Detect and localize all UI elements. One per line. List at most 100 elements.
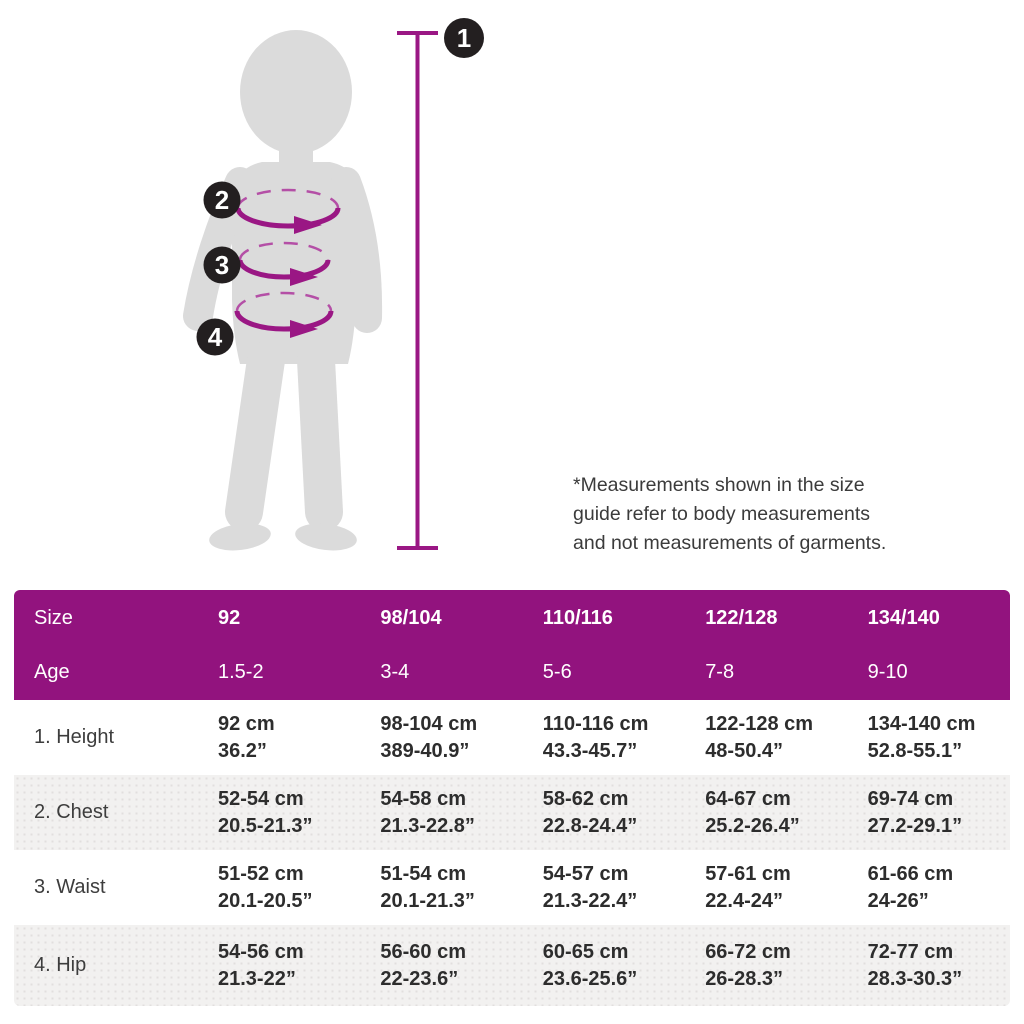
table-cell: 110-116 cm 43.3-45.7” — [523, 711, 685, 765]
table-row-height: 1. Height 92 cm 36.2” 98-104 cm 389-40.9… — [14, 700, 1010, 775]
svg-text:1: 1 — [457, 23, 471, 53]
size-value: 92 — [218, 606, 241, 629]
age-row-label: Age — [34, 660, 70, 683]
svg-text:3: 3 — [215, 250, 229, 280]
cm-value: 58-62 cm — [542, 787, 629, 810]
waist-measure-ellipse — [237, 241, 331, 286]
inch-value: 27.2-29.1” — [867, 814, 963, 837]
table-cell: 134-140 cm 52.8-55.1” — [848, 711, 1010, 765]
table-row-waist: 3. Waist 51-52 cm 20.1-20.5” 51-54 cm 20… — [14, 850, 1010, 925]
inch-value: 21.3-22” — [218, 967, 296, 990]
table-cell: 72-77 cm 28.3-30.3” — [848, 939, 1010, 993]
row-label: 4. Hip — [34, 954, 87, 976]
cm-value: 54-57 cm — [542, 862, 629, 885]
row-label: 1. Height — [34, 726, 115, 748]
cm-value: 98-104 cm — [380, 712, 478, 735]
height-measure-line — [397, 31, 438, 550]
table-cell: 64-67 cm 25.2-26.4” — [685, 786, 847, 840]
cm-value: 54-58 cm — [380, 787, 467, 810]
table-header: Size 92 98/104 110/116 122/128 134/140 A… — [14, 590, 1010, 700]
marker-badge-waist: 3 — [203, 246, 241, 284]
inch-value: 52.8-55.1” — [867, 739, 963, 762]
age-value: 5-6 — [542, 660, 572, 683]
waist-arrowhead-icon — [290, 268, 318, 286]
inch-value: 43.3-45.7” — [542, 739, 638, 762]
inch-value: 22.4-24” — [705, 889, 784, 912]
note-line: guide refer to body measurements — [573, 503, 870, 525]
cm-value: 54-56 cm — [218, 940, 304, 963]
table-cell: 60-65 cm 23.6-25.6” — [523, 939, 685, 993]
age-value: 7-8 — [705, 660, 735, 683]
inch-value: 28.3-30.3” — [867, 967, 963, 990]
table-cell: 98-104 cm 389-40.9” — [360, 711, 522, 765]
table-cell: 122-128 cm 48-50.4” — [685, 711, 847, 765]
chest-measure-ellipse — [235, 188, 341, 234]
table-cell: 92 cm 36.2” — [198, 711, 360, 765]
measurement-note: *Measurements shown in the size guide re… — [573, 471, 886, 558]
size-value: 134/140 — [867, 606, 940, 629]
cm-value: 92 cm — [218, 712, 275, 735]
table-cell: 52-54 cm 20.5-21.3” — [198, 786, 360, 840]
size-value: 98/104 — [380, 606, 442, 629]
size-row-label: Size — [34, 606, 73, 629]
cm-value: 57-61 cm — [705, 862, 791, 885]
cm-value: 66-72 cm — [705, 940, 791, 963]
table-cell: 51-54 cm 20.1-21.3” — [360, 861, 522, 915]
inch-value: 20.5-21.3” — [218, 814, 313, 837]
inch-value: 21.3-22.4” — [542, 889, 638, 912]
inch-value: 20.1-20.5” — [218, 889, 313, 912]
cm-value: 72-77 cm — [867, 940, 954, 963]
inch-value: 36.2” — [218, 739, 267, 762]
table-cell: 51-52 cm 20.1-20.5” — [198, 861, 360, 915]
note-line: and not measurements of garments. — [573, 532, 887, 554]
hip-arrowhead-icon — [290, 320, 318, 338]
inch-value: 23.6-25.6” — [542, 967, 638, 990]
hip-measure-ellipse — [234, 291, 334, 338]
cm-value: 134-140 cm — [867, 712, 976, 735]
marker-badge-hip: 4 — [196, 318, 234, 356]
table-cell: 54-58 cm 21.3-22.8” — [360, 786, 522, 840]
cm-value: 56-60 cm — [380, 940, 467, 963]
inch-value: 22.8-24.4” — [542, 814, 638, 837]
row-label: 3. Waist — [34, 876, 106, 898]
inch-value: 24-26” — [867, 889, 929, 912]
inch-value: 25.2-26.4” — [705, 814, 800, 837]
table-cell: 54-56 cm 21.3-22” — [198, 939, 360, 993]
age-value: 9-10 — [867, 660, 908, 683]
cm-value: 69-74 cm — [867, 787, 954, 810]
cm-value: 60-65 cm — [542, 940, 629, 963]
inch-value: 26-28.3” — [705, 967, 784, 990]
marker-badge-chest: 2 — [203, 181, 241, 219]
header-row-size: Size 92 98/104 110/116 122/128 134/140 — [14, 591, 1010, 645]
cm-value: 51-54 cm — [380, 862, 467, 885]
header-row-age: Age 1.5-2 3-4 5-6 7-8 9-10 — [14, 645, 1010, 699]
inch-value: 48-50.4” — [705, 739, 784, 762]
row-label: 2. Chest — [34, 801, 109, 823]
size-value: 110/116 — [542, 606, 613, 629]
size-guide-figure: 1 2 3 4 — [183, 18, 484, 551]
note-line: *Measurements shown in the size — [573, 474, 865, 496]
age-value: 3-4 — [380, 660, 410, 683]
cm-value: 52-54 cm — [218, 787, 304, 810]
chest-arrowhead-icon — [294, 216, 322, 234]
inch-value: 20.1-21.3” — [380, 889, 475, 912]
cm-value: 61-66 cm — [867, 862, 954, 885]
cm-value: 64-67 cm — [705, 787, 791, 810]
marker-badge-height: 1 — [444, 18, 484, 58]
inch-value: 389-40.9” — [380, 739, 470, 762]
cm-value: 122-128 cm — [705, 712, 814, 735]
table-cell: 61-66 cm 24-26” — [848, 861, 1010, 915]
table-cell: 69-74 cm 27.2-29.1” — [848, 786, 1010, 840]
cm-value: 110-116 cm — [542, 712, 649, 735]
table-cell: 54-57 cm 21.3-22.4” — [523, 861, 685, 915]
table-cell: 57-61 cm 22.4-24” — [685, 861, 847, 915]
size-value: 122/128 — [705, 606, 778, 629]
table-cell: 66-72 cm 26-28.3” — [685, 939, 847, 993]
inch-value: 22-23.6” — [380, 967, 459, 990]
age-value: 1.5-2 — [218, 660, 264, 683]
svg-text:2: 2 — [215, 185, 229, 215]
size-table: Size 92 98/104 110/116 122/128 134/140 A… — [14, 590, 1010, 1006]
table-row-hip: 4. Hip 54-56 cm 21.3-22” 56-60 cm 22-23.… — [14, 925, 1010, 1006]
cm-value: 51-52 cm — [218, 862, 304, 885]
